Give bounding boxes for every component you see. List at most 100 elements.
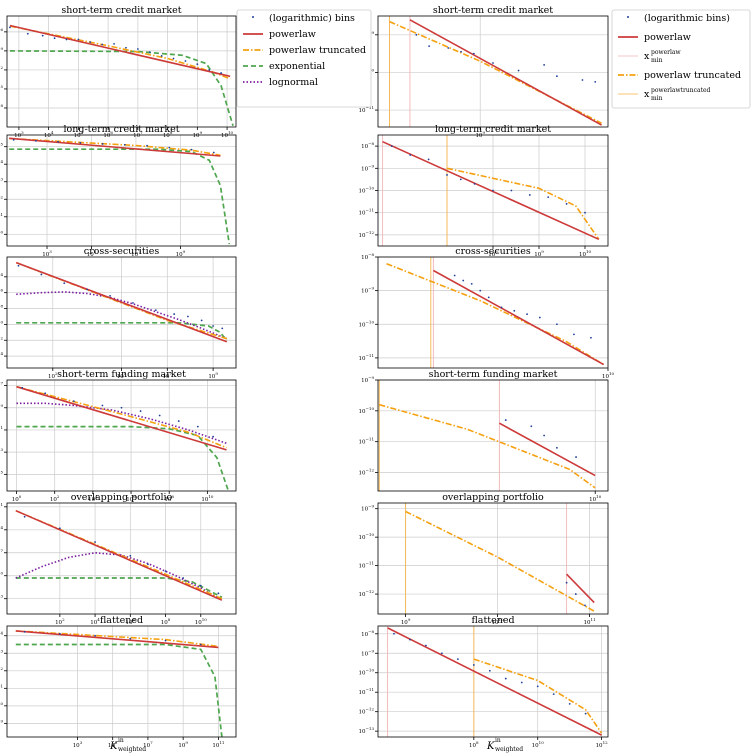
bin-point	[565, 581, 568, 584]
y-tick-label: 10−11	[359, 208, 374, 217]
bin-point	[479, 289, 482, 292]
panel-title: overlapping portfolio	[71, 492, 173, 503]
bin-point	[460, 50, 462, 53]
bin-point	[101, 43, 104, 46]
legend-label-sup: powerlaw	[651, 49, 682, 56]
series-powerlaw	[15, 630, 219, 649]
bin-point	[390, 145, 393, 148]
y-tick-label: 10−9	[0, 403, 3, 412]
x-tick-label: 105	[117, 371, 127, 380]
bin-point	[113, 43, 115, 45]
series-truncated	[473, 658, 603, 734]
legend-label: x	[644, 51, 650, 62]
x-tick-label: 104	[90, 617, 100, 626]
legend-left: (logarithmic) bins powerlaw powerlaw trunc…	[236, 9, 372, 108]
y-tick-label: 10−50	[0, 229, 3, 238]
bin-point	[221, 327, 224, 330]
plot-area	[15, 509, 223, 601]
bin-point	[44, 392, 47, 395]
bin-point	[123, 143, 126, 146]
x-tick-label: 1010	[195, 617, 208, 626]
series-truncated	[9, 25, 231, 80]
x-tick-label: 1011	[584, 617, 596, 626]
bin-point	[555, 75, 558, 78]
bin-point	[40, 273, 43, 276]
y-tick-label: 10−22	[0, 666, 3, 675]
legend-frame	[611, 9, 751, 109]
panel-title: short-term credit market	[61, 5, 181, 16]
bin-point	[158, 414, 161, 417]
bin-point	[23, 630, 26, 633]
bin-point	[94, 634, 96, 637]
y-tick-label: 10−10	[359, 532, 375, 541]
bin-point	[568, 702, 571, 705]
x-tick-label: 106	[126, 617, 136, 626]
panel-title: overlapping portfolio	[442, 492, 544, 503]
series-lognormal	[16, 291, 228, 340]
panel-frame	[377, 625, 609, 738]
panel-title: flattened	[471, 615, 514, 626]
bin-point	[63, 282, 66, 285]
legend-item-1: powerlaw	[618, 32, 691, 43]
panel-right-0: short-term credit market10910−910−1010−1…	[359, 5, 609, 139]
plot-area	[386, 257, 605, 368]
plot-area	[15, 630, 223, 737]
y-tick-label: 10−8	[0, 304, 3, 313]
series-powerlaw	[15, 261, 228, 343]
x-tick-label: 103	[14, 130, 24, 139]
bin-point	[409, 638, 411, 641]
legend-label: powerlaw	[269, 29, 316, 40]
panel-left-0: short-term credit market 103 104 105 106 107 1…	[0, 5, 237, 139]
panel-frame	[377, 379, 609, 492]
bin-point	[504, 419, 507, 421]
x-tick-label: 108	[163, 130, 173, 139]
y-tick-label: 10−10	[359, 406, 375, 415]
panel-title: short-term credit market	[433, 5, 553, 16]
bin-point	[487, 296, 490, 299]
panel-title: short-term funding market	[57, 369, 186, 380]
bin-point	[594, 80, 597, 83]
x-tick-label: 104	[88, 494, 98, 503]
y-tick-label: 10−41	[0, 212, 3, 221]
plot-area	[378, 380, 596, 491]
y-tick-label: 10−13	[0, 648, 3, 657]
y-tick-label: 10−11	[359, 687, 374, 696]
panel-title: flattened	[100, 615, 143, 626]
series-powerlaw	[387, 627, 602, 736]
y-tick-label: 10−10	[0, 571, 3, 580]
bin-point	[184, 60, 187, 62]
bin-point	[58, 527, 61, 530]
bin-point	[177, 420, 180, 422]
y-tick-label: 10−9	[0, 46, 3, 55]
legend-swatch	[627, 16, 629, 18]
legend-label: (logarithmic bins)	[644, 13, 730, 24]
panel-frame	[377, 15, 609, 128]
x-tick-label: 109	[176, 249, 186, 258]
y-tick-label: 10−18	[0, 103, 3, 112]
bin-point	[187, 315, 189, 318]
x-tick-label: 1010	[492, 617, 505, 626]
y-tick-label: 10−12	[359, 468, 375, 477]
x-tick-label: 1012	[596, 740, 609, 749]
x-tick-label: 108	[164, 494, 174, 503]
y-tick-label: 10−40	[0, 701, 3, 710]
x-tick-label: 102	[55, 617, 65, 626]
x-tick-label: 107	[131, 249, 141, 258]
bin-point	[573, 333, 575, 336]
y-tick-label: 10−12	[0, 65, 3, 74]
legend-swatch	[252, 16, 254, 18]
bin-point	[581, 79, 584, 81]
panel-right-1: long-term credit market 108 109 1010 10−8 10−…	[359, 124, 609, 258]
x-label-sup-right: in	[495, 737, 501, 744]
x-tick-label: 1011	[212, 740, 224, 749]
y-tick-label: 10−6	[0, 27, 3, 36]
y-tick-label: 10−9	[361, 375, 374, 384]
bin-point	[12, 138, 15, 141]
bin-point	[196, 425, 199, 428]
bin-point	[425, 644, 427, 647]
bin-point	[590, 336, 592, 339]
bin-point	[154, 309, 157, 312]
bin-point	[517, 69, 520, 72]
x-tick-label: 109	[208, 371, 218, 380]
legend-label: powerlaw	[644, 32, 691, 43]
